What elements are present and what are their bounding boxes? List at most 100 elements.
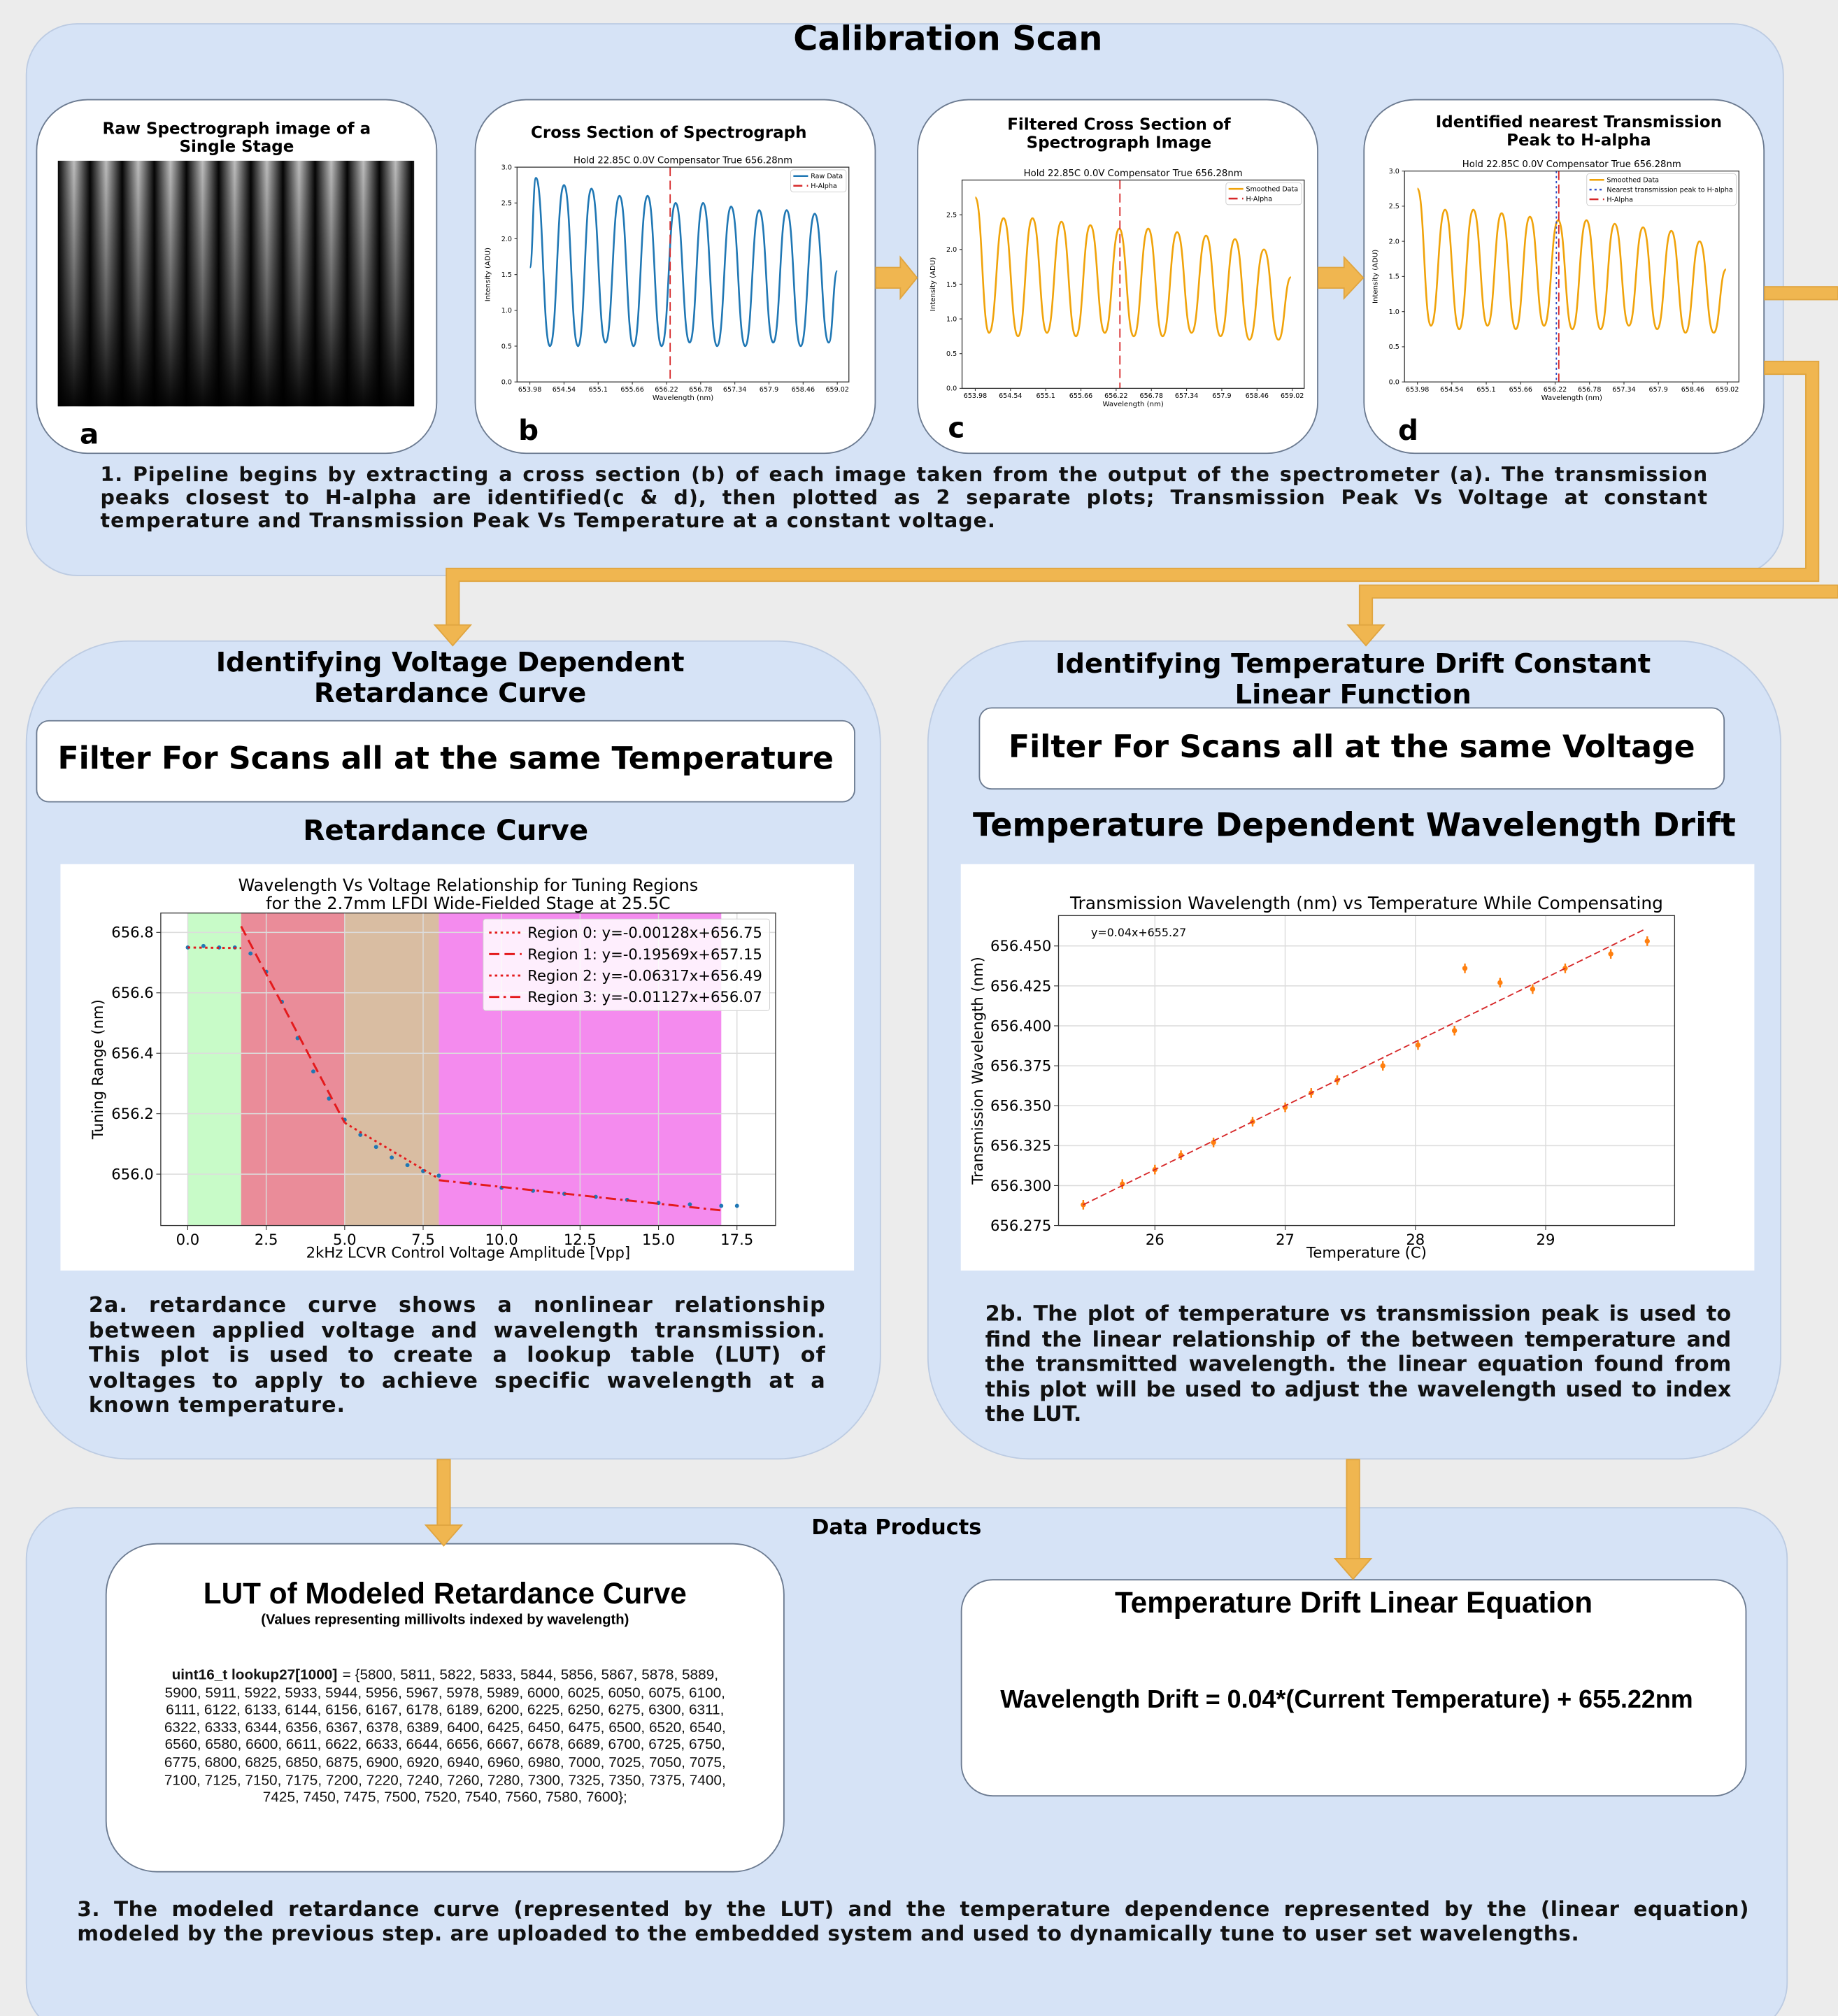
- y-tick-label: 656.325: [990, 1137, 1051, 1154]
- y-tick-label: 656.6: [111, 984, 153, 1001]
- code-line: 5900, 5911, 5922, 5933, 5944, 5956, 5967…: [116, 1685, 775, 1703]
- y-tick-label: 2.5: [501, 200, 512, 208]
- arrow: [1318, 257, 1363, 299]
- legend-label: Region 3: y=-0.01127x+656.07: [527, 988, 762, 1006]
- y-tick-label: 656.450: [990, 937, 1051, 955]
- chart-title: for the 2.7mm LFDI Wide-Fielded Stage at…: [266, 894, 670, 913]
- data-point: [436, 1173, 441, 1178]
- x-tick-label: 657.34: [1612, 386, 1635, 394]
- connector: [1346, 1459, 1359, 1559]
- x-tick-label: 657.34: [723, 386, 746, 394]
- y-tick-label: 2.5: [1389, 203, 1399, 210]
- panel-title: Cross Section of Spectrograph: [508, 124, 829, 142]
- y-axis-label: Intensity (ADU): [485, 248, 492, 301]
- x-axis-label: 2kHz LCVR Control Voltage Amplitude [Vpp…: [306, 1244, 630, 1261]
- data-point: [688, 1202, 692, 1206]
- y-tick-label: 656.2: [111, 1105, 153, 1122]
- data-point: [311, 1069, 315, 1073]
- page: 653.98 654.54 655.1 655.66 656.22 656.78 657.3…: [0, 0, 1838, 2016]
- spectrograph-image: [58, 161, 414, 406]
- x-tick-label: 654.54: [999, 392, 1022, 400]
- chart-title: Transmission Wavelength (nm) vs Temperat…: [1069, 893, 1663, 913]
- x-tick-label: 658.46: [792, 386, 815, 394]
- code-line: 7425, 7450, 7475, 7500, 7520, 7540, 7560…: [116, 1790, 775, 1808]
- x-tick-label: 656.22: [1104, 392, 1127, 400]
- x-tick-label: 659.02: [825, 386, 848, 394]
- y-tick-label: 656.275: [990, 1217, 1051, 1234]
- y-tick-label: 656.350: [990, 1097, 1051, 1115]
- y-tick-label: 1.5: [501, 271, 512, 279]
- caption: 3. The modeled retardance curve (represe…: [77, 1897, 1749, 1946]
- x-tick-label: 655.66: [1509, 386, 1532, 394]
- code-text: 6560, 6580, 6600, 6611, 6622, 6633, 6644…: [165, 1738, 725, 1753]
- y-tick-label: 0.0: [501, 379, 512, 387]
- x-tick-label: 656.78: [1578, 386, 1601, 394]
- data-line: [1418, 189, 1726, 333]
- y-tick-label: 656.300: [990, 1177, 1051, 1194]
- x-tick-label: 656.22: [1544, 386, 1567, 394]
- code-text: 7425, 7450, 7475, 7500, 7520, 7540, 7560…: [263, 1790, 627, 1806]
- legend-label: H-Alpha: [1607, 196, 1633, 203]
- y-tick-label: 2.0: [1389, 238, 1399, 245]
- y-tick-label: 2.0: [501, 236, 512, 243]
- chart-title: Hold 22.85C 0.0V Compensator True 656.28…: [1024, 169, 1243, 179]
- data-point: [1608, 952, 1613, 957]
- y-tick-label: 656.0: [111, 1165, 153, 1182]
- arrow: [876, 257, 917, 299]
- y-axis-label: Transmission Wavelength (nm): [969, 957, 986, 1185]
- panel-title: Identified nearest Transmission Peak to …: [1415, 113, 1743, 149]
- legend-label: Smoothed Data: [1607, 177, 1659, 185]
- plot-frame: [1058, 915, 1674, 1225]
- y-tick-label: 656.425: [990, 977, 1051, 994]
- data-line: [1083, 930, 1644, 1205]
- y-tick-label: 656.400: [990, 1017, 1051, 1034]
- panel-label: c: [948, 413, 964, 445]
- y-tick-label: 0.5: [501, 343, 512, 350]
- data-point: [201, 944, 206, 948]
- y-tick-label: 2.5: [946, 211, 957, 219]
- y-tick-label: 0.5: [946, 350, 957, 358]
- legend-label: Raw Data: [811, 173, 843, 180]
- x-tick-label: 654.54: [553, 386, 576, 394]
- region: [187, 913, 241, 1226]
- y-tick-label: 0.0: [946, 385, 957, 393]
- y-tick-label: 656.4: [111, 1045, 153, 1062]
- code-line: 6560, 6580, 6600, 6611, 6622, 6633, 6644…: [116, 1738, 775, 1755]
- caption: 2b. The plot of temperature vs transmiss…: [985, 1301, 1732, 1427]
- chart-title: Hold 22.85C 0.0V Compensator True 656.28…: [574, 156, 792, 166]
- x-tick-label: 2.5: [255, 1231, 278, 1248]
- code-text: 6775, 6800, 6825, 6850, 6875, 6900, 6920…: [164, 1755, 726, 1771]
- x-tick-label: 655.1: [1476, 386, 1495, 394]
- x-tick-label: 655.66: [1069, 392, 1092, 400]
- y-tick-label: 0.0: [1389, 379, 1399, 387]
- data-point: [248, 952, 252, 956]
- y-tick-label: 0.5: [1389, 343, 1399, 351]
- chart: 0.02.55.07.510.012.515.017.5656.0656.265…: [89, 875, 776, 1261]
- x-tick-label: 653.98: [964, 392, 987, 400]
- x-tick-label: 15.0: [642, 1231, 675, 1248]
- legend-label: Smoothed Data: [1246, 185, 1299, 193]
- x-tick-label: 655.66: [620, 386, 643, 394]
- legend: Region 0: y=-0.00128x+656.75Region 1: y=…: [483, 919, 770, 1010]
- data-point: [358, 1133, 362, 1137]
- x-tick-label: 0.0: [176, 1231, 200, 1248]
- x-tick-label: 653.98: [1406, 386, 1429, 394]
- data-point: [1381, 1063, 1385, 1068]
- diagram: 653.98 654.54 655.1 655.66 656.22 656.78 657.3…: [0, 0, 1838, 2016]
- equation-text: Wavelength Drift = 0.04*(Current Tempera…: [961, 1686, 1732, 1715]
- lut-title: LUT of Modeled Retardance Curve: [106, 1577, 785, 1612]
- y-tick-label: 1.0: [946, 315, 957, 323]
- data-point: [1497, 980, 1502, 985]
- x-tick-label: 26: [1146, 1231, 1164, 1248]
- code-text: = {5800, 5811, 5822, 5833, 5844, 5856, 5…: [343, 1668, 718, 1683]
- data-point: [719, 1204, 723, 1208]
- x-axis-label: Wavelength (nm): [1102, 401, 1163, 408]
- section-title: Identifying Temperature Drift Constant L…: [1006, 648, 1700, 710]
- x-tick-label: 659.02: [1281, 392, 1304, 400]
- legend-label: H-Alpha: [1246, 195, 1273, 203]
- panel-title: Raw Spectrograph image of a Single Stage: [83, 120, 391, 155]
- x-tick-label: 17.5: [720, 1231, 753, 1248]
- panel-label: d: [1398, 415, 1418, 448]
- panel-label: a: [80, 420, 99, 452]
